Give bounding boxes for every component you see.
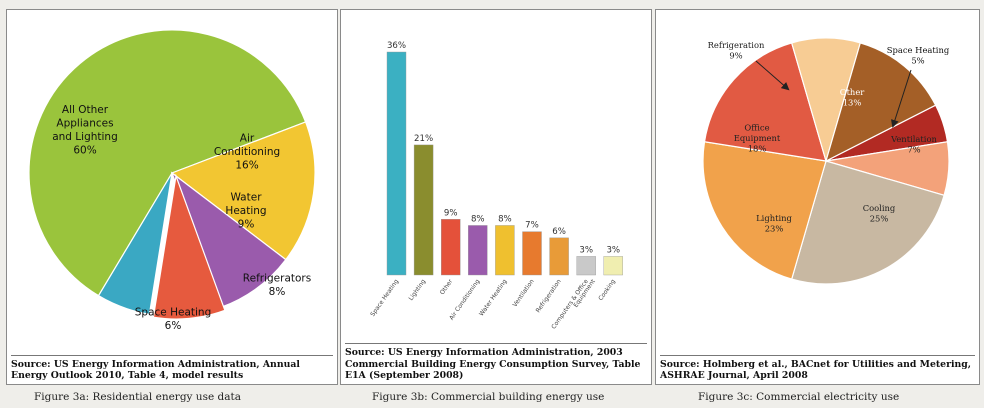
bar-refrigeration [549, 237, 569, 276]
commercial-electricity-source: Source: Holmberg et al., BACnet for Util… [660, 354, 975, 381]
pie-label-water-heating-line-1: Heating [225, 205, 266, 217]
pie-label-lighting-line-0: Lighting [756, 213, 792, 223]
bar-space-heating [386, 51, 407, 276]
pie-label-space-heating-line-0: Space Heating [887, 45, 950, 55]
pie-label-other-line-0: Other [840, 87, 865, 97]
pie-label-office-equipment-line-2: 18% [748, 144, 767, 154]
pie-label-office-equipment-line-0: Office [744, 123, 769, 133]
pie-label-cooling-line-1: 25% [870, 213, 889, 223]
bar-other [440, 219, 461, 276]
bar-value-refrigeration: 6% [552, 227, 566, 237]
bar-value-space-heating: 36% [387, 41, 406, 51]
pie-slice-refrigerators [152, 173, 226, 320]
pie-label-all-other-appliances-and-lighting-line-0: All Other [62, 104, 109, 116]
bar-tick-water-heating: Water Heating [478, 278, 509, 318]
residential-chart-panel: All Other Appliances and Lighting 60% Air Con… [6, 9, 338, 385]
pie-label-space-heating-line-1: 6% [165, 320, 182, 332]
refrigeration-arrow [755, 60, 790, 91]
pie-label-office-equipment-line-1: Equipment [734, 133, 781, 143]
figure-3b-caption: Figure 3b: Commercial building energy us… [372, 391, 605, 403]
pie-label-water-heating-line-0: Water [230, 192, 262, 204]
commercial-electricity-chart-panel: Space Heating 5% Ventilation 7% Cooling 25% Li… [655, 9, 980, 385]
bar-value-other: 9% [444, 208, 458, 218]
pie-slice-all-other-appliances-and-lighting [28, 29, 307, 297]
pie-slice-office-equipment [703, 42, 827, 162]
bar-value-lighting: 21% [414, 134, 433, 144]
pie-label-air-conditioning-line-0: Air [240, 133, 255, 145]
pie-label-refrigeration-line-0: Refrigeration [708, 40, 765, 50]
pie-label-other-line-1: 13% [843, 97, 862, 107]
pie-label-refrigeration-line-1: 9% [729, 50, 742, 60]
bar-lighting [413, 144, 434, 276]
pie-label-cooling-line-0: Cooling [863, 203, 896, 213]
bar-air-conditioning [468, 225, 488, 276]
bar-cooking [603, 256, 623, 276]
bar-tick-lighting: Lighting [408, 278, 428, 302]
pie-slice-lighting [702, 141, 827, 280]
bar-value-cooking: 3% [606, 245, 620, 255]
bar-value-water-heating: 8% [498, 214, 512, 224]
bar-tick-ventilation: Ventilation [512, 278, 536, 308]
commercial-building-chart-panel: 36% Space Heating 21% Lighting 9% Other 8% Air … [340, 9, 652, 385]
commercial-building-bar-chart: 36% Space Heating 21% Lighting 9% Other 8% Air … [369, 41, 623, 330]
bar-water-heating [495, 225, 515, 276]
pie-slice-air-conditioning [170, 121, 316, 261]
bar-value-air-conditioning: 8% [471, 214, 485, 224]
bar-tick-other: Other [439, 278, 455, 296]
figure-3c-caption: Figure 3c: Commercial electricity use [698, 391, 900, 403]
pie-label-refrigerators-line-0: Refrigerators [243, 272, 311, 284]
pie-label-all-other-appliances-and-lighting-line-2: and Lighting [52, 131, 118, 143]
pie-label-air-conditioning-line-1: Conditioning [214, 146, 280, 158]
commercial-building-source: Source: US Energy Information Administra… [345, 343, 647, 381]
figure-3a-caption: Figure 3a: Residential energy use data [34, 391, 241, 403]
bar-tick-cooking: Cooking [597, 278, 617, 302]
bar-ventilation [522, 231, 542, 276]
pie-slice-space-heating [97, 172, 173, 315]
bar-tick-air-conditioning: Air Conditioning [448, 278, 481, 322]
pie-label-all-other-appliances-and-lighting-line-3: 60% [73, 144, 96, 156]
pie-label-refrigerators-line-1: 8% [269, 286, 286, 298]
bar-value-computers-office-equipment: 3% [579, 245, 593, 255]
bar-tick-space-heating: Space Heating [369, 278, 400, 318]
pie-label-space-heating-line-1: 5% [911, 55, 924, 65]
pie-label-air-conditioning-line-2: 16% [235, 160, 258, 172]
space-heating-arrow [891, 69, 912, 128]
pie-label-lighting-line-1: 23% [765, 223, 784, 233]
pie-label-all-other-appliances-and-lighting-line-1: Appliances [56, 117, 113, 129]
bar-value-ventilation: 7% [525, 221, 539, 231]
pie-label-space-heating-line-0: Space Heating [135, 306, 211, 318]
bar-tick-refrigeration: Refrigeration [535, 278, 563, 314]
pie-label-ventilation-line-0: Ventilation [890, 134, 937, 144]
bar-computers-office-equipment [576, 256, 596, 276]
pie-slice-other [825, 42, 937, 163]
residential-source: Source: US Energy Information Administra… [11, 354, 333, 381]
pie-label-ventilation-line-1: 7% [907, 144, 920, 154]
pie-label-water-heating-line-2: 9% [238, 219, 255, 231]
pie-slice-cooling [790, 160, 945, 285]
